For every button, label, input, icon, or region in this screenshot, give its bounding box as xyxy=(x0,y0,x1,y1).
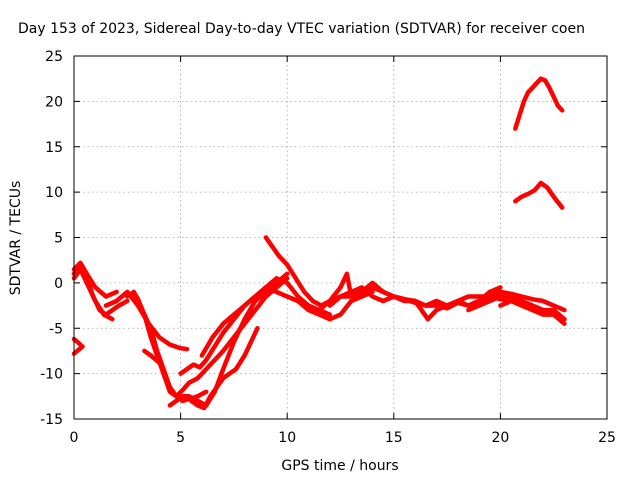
tick-layer: 0 5 10 15 20 25 -15 -10 -5 0 5 10 15 20 25 xyxy=(40,49,616,446)
series-line-track-8 xyxy=(135,276,290,399)
series-line-track-3 xyxy=(71,260,119,299)
y-tick-label: 5 xyxy=(54,231,63,247)
series-line-track-5 xyxy=(71,336,83,347)
series-line-track-17 xyxy=(412,285,503,322)
series-line-track-11 xyxy=(189,326,260,411)
series-line-track-2 xyxy=(71,267,115,322)
y-tick-label: 15 xyxy=(45,140,63,156)
y-tick-label: -5 xyxy=(49,321,63,337)
series-line-track-20 xyxy=(513,76,565,131)
series-layer xyxy=(71,76,567,411)
series-line-track-13 xyxy=(199,285,375,358)
x-tick-label: 10 xyxy=(278,430,296,446)
chart-title: Day 153 of 2023, Sidereal Day-to-day VTE… xyxy=(18,21,585,37)
x-tick-label: 15 xyxy=(385,430,403,446)
series-line-track-9 xyxy=(142,348,162,365)
y-tick-label: 10 xyxy=(45,185,63,201)
x-tick-label: 5 xyxy=(176,430,185,446)
y-tick-label: -10 xyxy=(40,367,63,383)
y-tick-label: -15 xyxy=(40,412,63,428)
x-tick-label: 20 xyxy=(491,430,509,446)
series-line-track-21 xyxy=(513,180,565,210)
series-line-track-4 xyxy=(71,344,85,356)
y-tick-label: 0 xyxy=(54,276,63,292)
series-line-track-19 xyxy=(498,298,567,322)
y-tick-label: 25 xyxy=(45,49,63,65)
x-tick-label: 0 xyxy=(70,430,79,446)
y-axis-label: SDTVAR / TECUs xyxy=(8,181,24,296)
series-line-track-16 xyxy=(327,285,567,313)
y-tick-label: 20 xyxy=(45,94,63,110)
grid-layer xyxy=(74,56,607,419)
x-tick-label: 25 xyxy=(598,430,616,446)
x-axis-label: GPS time / hours xyxy=(281,458,398,474)
